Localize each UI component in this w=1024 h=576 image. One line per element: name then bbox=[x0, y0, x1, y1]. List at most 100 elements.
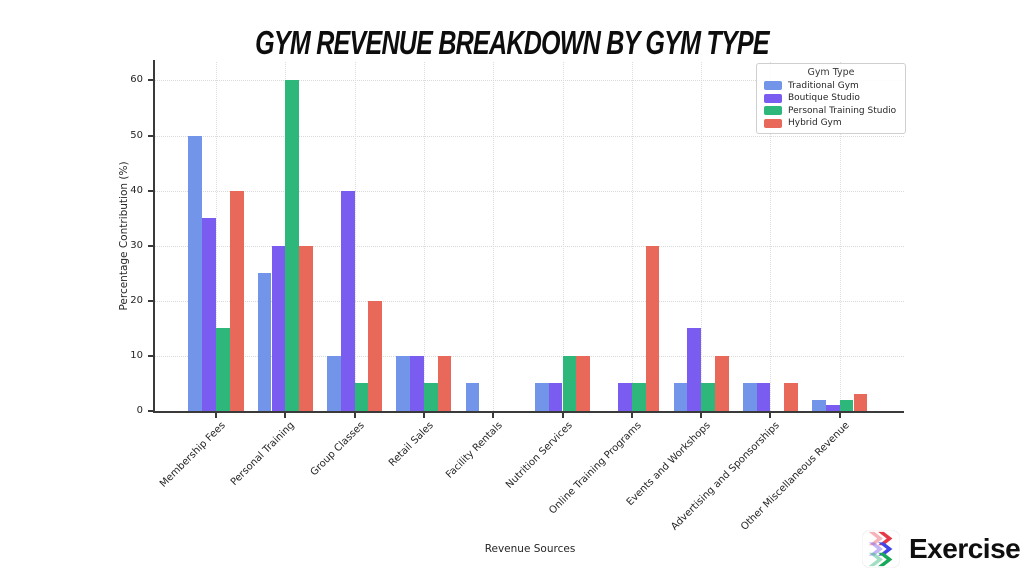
bar bbox=[229, 190, 244, 411]
x-tick-label: Advertising and Sponsorships bbox=[669, 420, 783, 533]
y-tick-label: 10 bbox=[130, 349, 143, 361]
chart-title: GYM REVENUE BREAKDOWN BY GYM TYPE bbox=[255, 24, 769, 61]
x-tick-mark bbox=[630, 413, 633, 418]
bar bbox=[673, 383, 688, 411]
h-gridline bbox=[155, 190, 904, 192]
y-tick-mark bbox=[148, 410, 153, 412]
x-tick-label: Nutrition Services bbox=[503, 420, 575, 491]
legend-entry-label: Personal Training Studio bbox=[788, 105, 897, 116]
bar bbox=[631, 383, 646, 411]
legend-swatch bbox=[764, 118, 782, 128]
y-tick-label: 60 bbox=[130, 74, 143, 86]
x-axis-spine bbox=[153, 411, 904, 413]
x-tick-label: Group Classes bbox=[308, 420, 367, 479]
x-tick-label: Personal Training bbox=[229, 420, 298, 488]
bar bbox=[756, 383, 771, 411]
x-tick-mark bbox=[700, 413, 703, 418]
bar bbox=[271, 245, 286, 411]
y-tick-mark bbox=[148, 79, 153, 82]
y-tick-mark bbox=[148, 244, 153, 247]
x-tick-label: Events and Workshops bbox=[624, 420, 713, 509]
bar bbox=[299, 245, 313, 411]
y-tick-label: 20 bbox=[130, 294, 143, 306]
y-tick-mark bbox=[148, 189, 153, 192]
legend-entry-label: Traditional Gym bbox=[788, 80, 859, 91]
brand-logo-text: Exercise bbox=[909, 533, 1021, 564]
y-axis-title: Percentage Contribution (%) bbox=[118, 161, 130, 311]
x-tick-label: Other Miscellaneous Revenue bbox=[738, 420, 852, 533]
bar bbox=[285, 80, 300, 411]
bar bbox=[548, 383, 563, 411]
legend-entry: Hybrid Gym bbox=[764, 118, 898, 128]
x-tick-label: Facility Rentals bbox=[444, 420, 505, 481]
bar bbox=[742, 383, 757, 411]
x-tick-mark bbox=[215, 413, 217, 418]
legend-entries: Traditional Gym Boutique Studio Personal T… bbox=[764, 81, 898, 128]
legend-entry: Traditional Gym bbox=[764, 81, 898, 91]
bar bbox=[437, 355, 452, 411]
x-tick-mark bbox=[422, 413, 425, 418]
x-tick-mark bbox=[284, 413, 287, 418]
y-tick-label: 50 bbox=[130, 129, 143, 141]
h-gridline bbox=[155, 80, 904, 82]
legend-entry-label: Hybrid Gym bbox=[788, 118, 842, 129]
x-axis-title: Revenue Sources bbox=[484, 543, 576, 555]
h-gridline bbox=[155, 245, 904, 247]
v-gridline bbox=[770, 62, 772, 411]
v-gridline bbox=[701, 62, 703, 411]
v-gridline bbox=[631, 62, 633, 411]
bar bbox=[423, 383, 438, 411]
h-gridline bbox=[155, 300, 904, 302]
bar bbox=[853, 394, 868, 411]
v-gridline bbox=[354, 62, 356, 411]
legend-entry: Boutique Studio bbox=[764, 93, 898, 103]
bar bbox=[216, 328, 230, 411]
legend-swatch bbox=[764, 81, 782, 91]
y-tick-mark bbox=[148, 299, 153, 302]
v-gridline bbox=[839, 62, 841, 411]
bar bbox=[701, 383, 715, 411]
bar bbox=[354, 383, 369, 411]
legend-swatch bbox=[764, 106, 782, 116]
x-tick-label: Online Training Programs bbox=[547, 420, 644, 517]
brand-logo: Exercise bbox=[862, 529, 1021, 569]
legend-entry-label: Boutique Studio bbox=[788, 93, 860, 104]
bar bbox=[327, 355, 341, 411]
bar bbox=[410, 355, 424, 411]
x-tick-mark bbox=[353, 413, 356, 418]
v-gridline bbox=[216, 62, 217, 411]
bar bbox=[257, 273, 272, 411]
legend-swatch bbox=[764, 93, 782, 103]
x-tick-mark bbox=[838, 413, 841, 418]
bar bbox=[368, 300, 383, 411]
bar bbox=[396, 355, 411, 411]
x-tick-mark bbox=[561, 413, 564, 418]
legend: Gym Type Traditional Gym Boutique Studio P… bbox=[756, 63, 906, 135]
v-gridline bbox=[493, 62, 495, 411]
y-tick-label: 40 bbox=[130, 184, 143, 196]
bar bbox=[645, 245, 660, 411]
bar bbox=[465, 383, 480, 411]
x-tick-mark bbox=[769, 413, 772, 418]
bar bbox=[618, 383, 632, 411]
bar bbox=[534, 383, 549, 411]
bar bbox=[576, 355, 591, 411]
x-tick-label: Retail Sales bbox=[386, 420, 436, 469]
v-gridline bbox=[562, 62, 564, 411]
y-axis-spine bbox=[153, 60, 155, 413]
bar bbox=[825, 405, 840, 411]
bar bbox=[714, 355, 729, 411]
bar bbox=[188, 135, 203, 411]
legend-title: Gym Type bbox=[807, 67, 855, 78]
h-gridline bbox=[155, 135, 904, 137]
bar bbox=[784, 383, 798, 411]
bar bbox=[562, 355, 577, 411]
y-tick-mark bbox=[148, 134, 153, 137]
bar bbox=[839, 399, 854, 411]
y-tick-label: 30 bbox=[130, 239, 143, 251]
legend-entry: Personal Training Studio bbox=[764, 106, 898, 116]
x-tick-mark bbox=[492, 413, 495, 418]
bar bbox=[687, 328, 702, 411]
x-tick-label: Membership Fees bbox=[157, 420, 228, 490]
